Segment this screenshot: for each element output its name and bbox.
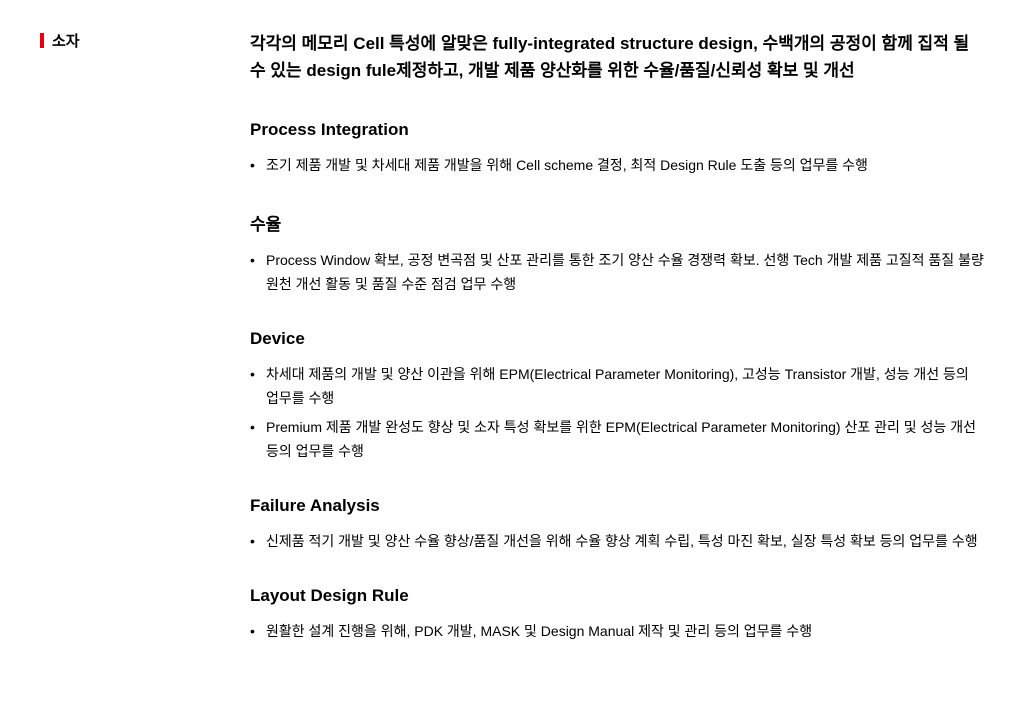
intro-paragraph: 각각의 메모리 Cell 특성에 알맞은 fully-integrated st… bbox=[250, 30, 984, 84]
section-device: Device 차세대 제품의 개발 및 양산 이관을 위해 EPM(Electr… bbox=[250, 329, 984, 464]
bullet-item: 조기 제품 개발 및 차세대 제품 개발을 위해 Cell scheme 결정,… bbox=[250, 154, 984, 178]
bullet-list: Process Window 확보, 공정 변곡점 및 산포 관리를 통한 조기… bbox=[250, 249, 984, 297]
sidebar-text: 소자 bbox=[52, 30, 80, 51]
section-layout-design-rule: Layout Design Rule 원활한 설계 진행을 위해, PDK 개발… bbox=[250, 586, 984, 644]
content-area: 각각의 메모리 Cell 특성에 알맞은 fully-integrated st… bbox=[250, 30, 984, 676]
section-heading: Process Integration bbox=[250, 120, 984, 140]
section-yield: 수율 Process Window 확보, 공정 변곡점 및 산포 관리를 통한… bbox=[250, 210, 984, 297]
bullet-item: 신제품 적기 개발 및 양산 수율 향상/품질 개선을 위해 수율 향상 계획 … bbox=[250, 530, 984, 554]
bullet-list: 조기 제품 개발 및 차세대 제품 개발을 위해 Cell scheme 결정,… bbox=[250, 154, 984, 178]
bullet-list: 신제품 적기 개발 및 양산 수율 향상/품질 개선을 위해 수율 향상 계획 … bbox=[250, 530, 984, 554]
bullet-list: 차세대 제품의 개발 및 양산 이관을 위해 EPM(Electrical Pa… bbox=[250, 363, 984, 464]
section-heading: Layout Design Rule bbox=[250, 586, 984, 606]
section-failure-analysis: Failure Analysis 신제품 적기 개발 및 양산 수율 향상/품질… bbox=[250, 496, 984, 554]
main-container: 소자 각각의 메모리 Cell 특성에 알맞은 fully-integrated… bbox=[40, 30, 984, 676]
sidebar-label: 소자 bbox=[40, 30, 120, 51]
bullet-item: 차세대 제품의 개발 및 양산 이관을 위해 EPM(Electrical Pa… bbox=[250, 363, 984, 411]
bullet-item: Premium 제품 개발 완성도 향상 및 소자 특성 확보를 위한 EPM(… bbox=[250, 416, 984, 464]
section-process-integration: Process Integration 조기 제품 개발 및 차세대 제품 개발… bbox=[250, 120, 984, 178]
accent-bar bbox=[40, 33, 44, 48]
sidebar: 소자 bbox=[40, 30, 120, 676]
bullet-item: Process Window 확보, 공정 변곡점 및 산포 관리를 통한 조기… bbox=[250, 249, 984, 297]
section-heading: 수율 bbox=[250, 210, 984, 235]
section-heading: Failure Analysis bbox=[250, 496, 984, 516]
bullet-item: 원활한 설계 진행을 위해, PDK 개발, MASK 및 Design Man… bbox=[250, 620, 984, 644]
bullet-list: 원활한 설계 진행을 위해, PDK 개발, MASK 및 Design Man… bbox=[250, 620, 984, 644]
section-heading: Device bbox=[250, 329, 984, 349]
